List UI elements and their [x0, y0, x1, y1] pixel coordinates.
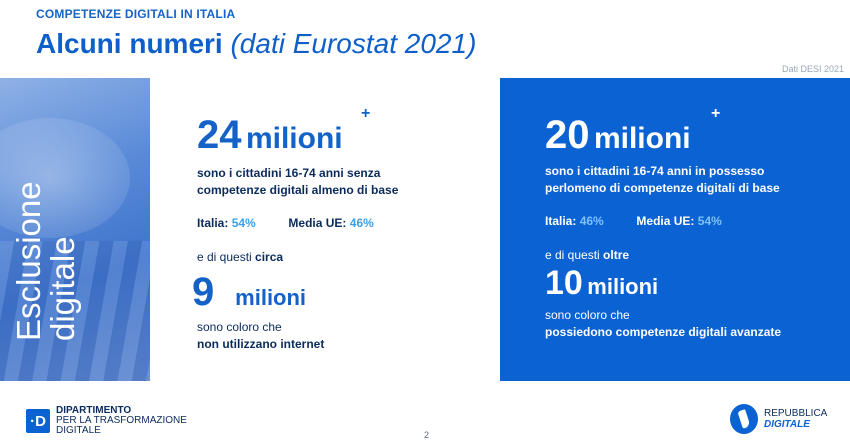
- description-line: perlomeno di competenze digitali di base: [545, 181, 780, 195]
- ue-value: 46%: [349, 216, 374, 230]
- side-image-panel: Esclusione digitale: [0, 78, 150, 381]
- connector-emphasis: oltre: [603, 248, 630, 262]
- ue-label: Media UE:: [288, 216, 347, 230]
- keyboard-photo: [0, 241, 150, 381]
- comparison-row: Italia: 46% Media UE: 54%: [545, 214, 835, 228]
- title-subtitle: (dati Eurostat 2021): [230, 28, 477, 59]
- sub-unit: milioni: [587, 274, 659, 299]
- stat-block-without-skills: 24 milioni + sono i cittadini 16-74 anni…: [192, 105, 487, 353]
- connector-lead: e di questi: [197, 250, 256, 264]
- side-title-line1: Esclusione: [10, 181, 47, 341]
- italia-label: Italia:: [545, 214, 577, 228]
- headline-number: 20 milioni +: [545, 105, 835, 157]
- keyboard-photo-glow: [0, 118, 130, 238]
- sub-description-line: possiedono competenze digitali avanzate: [545, 325, 782, 339]
- rd-line: REPUBBLICA: [764, 408, 828, 419]
- connector-lead: e di questi: [545, 248, 604, 262]
- sub-unit: milioni: [235, 285, 307, 310]
- page-number: 2: [424, 430, 430, 440]
- side-title-line2: digitale: [44, 236, 81, 341]
- italia-value: 54%: [231, 216, 256, 230]
- ue-label: Media UE:: [636, 214, 695, 228]
- dtd-logo: ·D DIPARTIMENTO PER LA TRASFORMAZIONE DI…: [26, 406, 187, 436]
- dtd-line: DIPARTIMENTO: [56, 405, 132, 416]
- headline-unit: milioni: [593, 122, 691, 155]
- sub-number: 10 milioni: [545, 264, 835, 303]
- side-title: Esclusione digitale: [10, 81, 81, 341]
- headline-description: sono i cittadini 16-74 anni in possesso …: [545, 163, 835, 197]
- sub-value: 9: [192, 270, 215, 314]
- description-line: sono i cittadini 16-74 anni senza: [197, 166, 381, 180]
- connector-emphasis: circa: [255, 250, 284, 264]
- title-bold: Alcuni numeri: [36, 28, 223, 59]
- sub-description-line: sono coloro che: [545, 308, 630, 322]
- dtd-line: DIGITALE: [56, 425, 101, 436]
- dtd-wordmark: DIPARTIMENTO PER LA TRASFORMAZIONE DIGIT…: [56, 406, 187, 436]
- dtd-mark-icon: ·D: [26, 409, 50, 433]
- section-kicker: COMPETENZE DIGITALI IN ITALIA: [36, 7, 236, 21]
- sub-description: sono coloro che non utilizzano internet: [197, 319, 487, 353]
- headline-value: 20: [545, 113, 590, 157]
- dtd-line: PER LA TRASFORMAZIONE: [56, 415, 187, 426]
- comparison-row: Italia: 54% Media UE: 46%: [197, 216, 487, 230]
- sub-description-line: sono coloro che: [197, 320, 282, 334]
- rd-line: DIGITALE: [764, 419, 810, 430]
- connector-text: e di questi oltre: [545, 248, 835, 262]
- headline-unit: milioni: [245, 122, 343, 155]
- sub-description: sono coloro che possiedono competenze di…: [545, 307, 835, 341]
- page-title: Alcuni numeri (dati Eurostat 2021): [36, 28, 476, 60]
- plus-icon: +: [361, 105, 371, 122]
- sub-description-line: non utilizzano internet: [197, 337, 325, 351]
- sub-number: 9 milioni: [192, 270, 482, 315]
- sub-value: 10: [545, 264, 583, 302]
- source-note: Dati DESI 2021: [781, 64, 844, 74]
- rd-wordmark: REPUBBLICA DIGITALE: [764, 408, 827, 430]
- description-line: competenze digitali almeno di base: [197, 183, 399, 197]
- stat-block-with-skills: 20 milioni + sono i cittadini 16-74 anni…: [500, 78, 850, 381]
- connector-text: e di questi circa: [197, 250, 487, 264]
- plus-icon: +: [711, 105, 721, 122]
- headline-number: 24 milioni +: [197, 105, 487, 157]
- headline-value: 24: [197, 113, 242, 157]
- repubblica-digitale-logo: REPUBBLICA DIGITALE: [730, 404, 827, 434]
- italy-map-icon: [730, 404, 758, 434]
- italia-label: Italia:: [197, 216, 229, 230]
- italia-value: 46%: [579, 214, 604, 228]
- description-line: sono i cittadini 16-74 anni in possesso: [545, 164, 765, 178]
- headline-description: sono i cittadini 16-74 anni senza compet…: [197, 165, 487, 199]
- ue-value: 54%: [697, 214, 722, 228]
